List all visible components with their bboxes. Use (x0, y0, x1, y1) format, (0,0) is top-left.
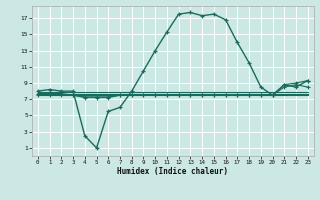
X-axis label: Humidex (Indice chaleur): Humidex (Indice chaleur) (117, 167, 228, 176)
